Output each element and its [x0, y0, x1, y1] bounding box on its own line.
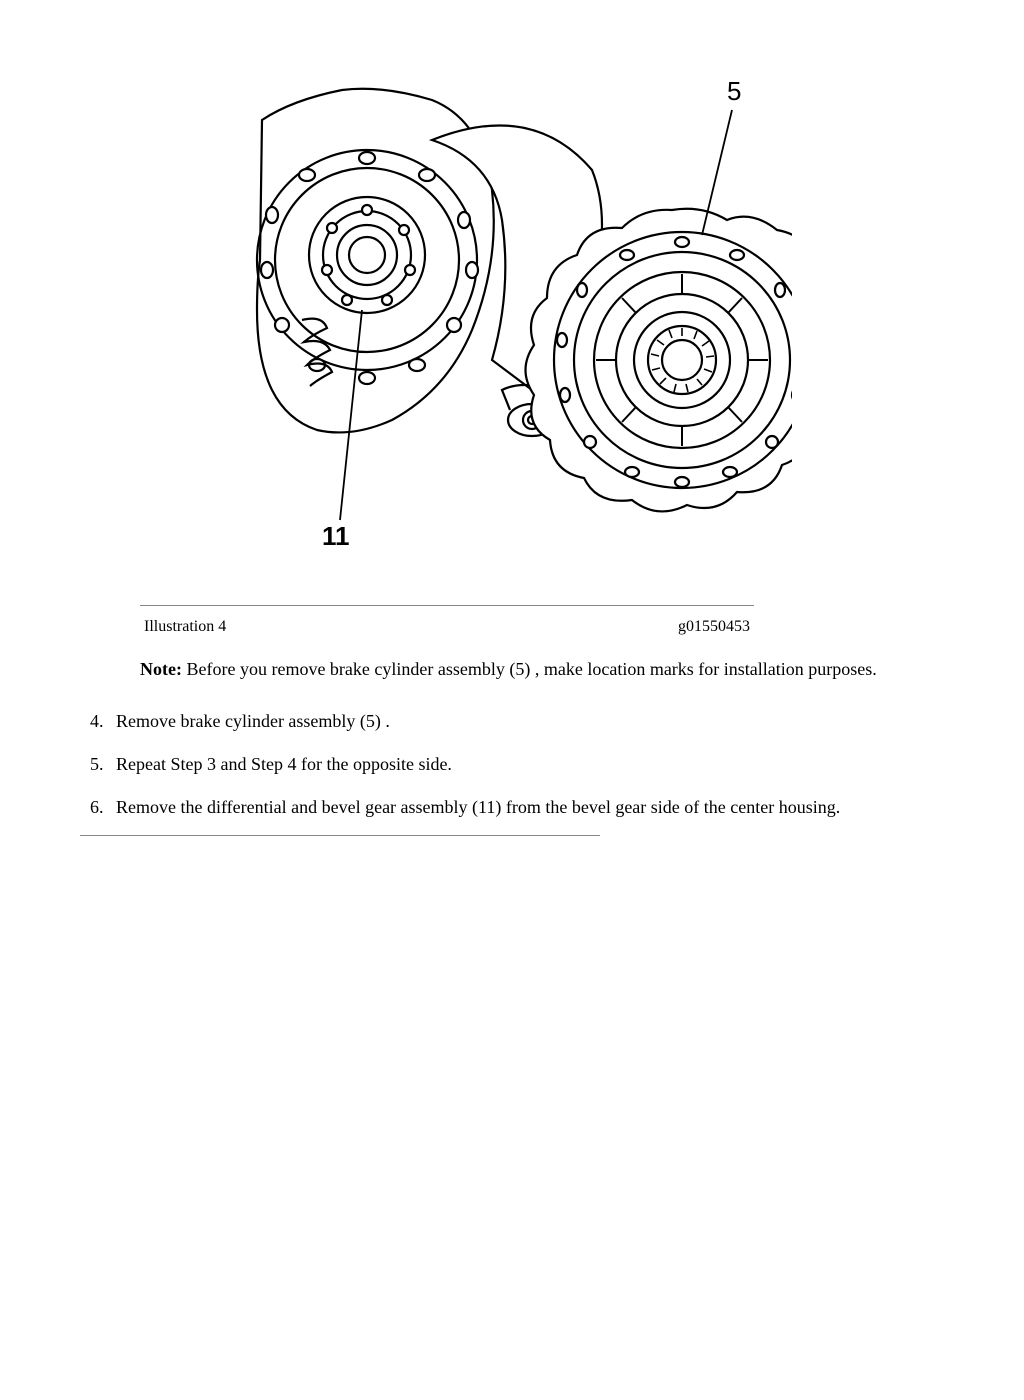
procedure-steps: Remove brake cylinder assembly (5) . Rep… — [80, 707, 944, 821]
illustration-number: Illustration 4 — [144, 618, 226, 636]
callout-label-11: 11 — [322, 521, 350, 551]
note-paragraph: Note: Before you remove brake cylinder a… — [140, 656, 944, 683]
illustration-code: g01550453 — [678, 618, 750, 636]
illustration-caption: Illustration 4 g01550453 — [140, 618, 754, 636]
step-6: Remove the differential and bevel gear a… — [108, 793, 944, 822]
callout-label-5: 5 — [727, 76, 741, 106]
brake-assembly-diagram: 5 11 — [232, 60, 792, 580]
illustration-rule — [140, 605, 754, 606]
note-text: Before you remove brake cylinder assembl… — [182, 659, 877, 679]
illustration-figure: 5 11 — [80, 60, 944, 585]
section-end-rule — [80, 835, 600, 836]
step-4: Remove brake cylinder assembly (5) . — [108, 707, 944, 736]
note-label: Note: — [140, 659, 182, 679]
step-5: Repeat Step 3 and Step 4 for the opposit… — [108, 750, 944, 779]
